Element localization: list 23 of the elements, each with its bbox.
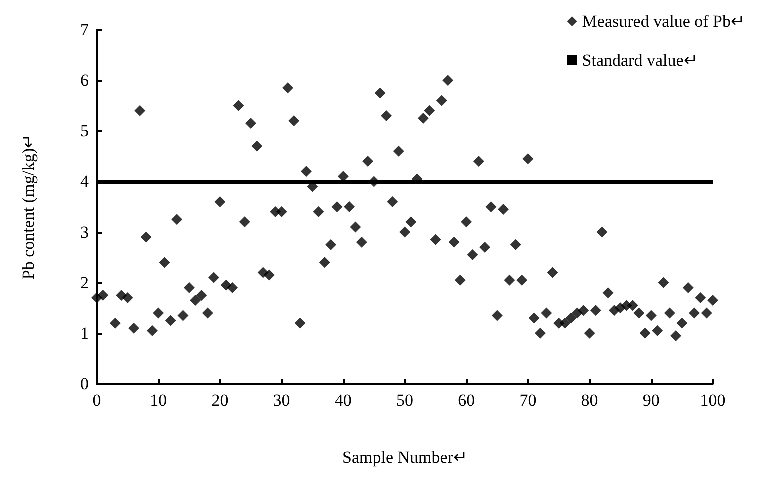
x-axis-title: Sample Number↵ (342, 448, 468, 467)
y-axis-title: Pb content (mg/kg)↵ (19, 134, 38, 280)
legend-label: Measured value of Pb↵ (582, 12, 746, 31)
x-tick-label: 40 (334, 391, 352, 410)
x-tick-label: 20 (212, 391, 229, 410)
x-tick-label: 60 (458, 391, 476, 410)
y-tick-label: 5 (80, 122, 89, 141)
x-tick-label: 70 (520, 391, 537, 410)
y-tick-label: 0 (80, 374, 89, 394)
x-tick-label: 80 (581, 391, 598, 410)
x-tick-label: 10 (150, 391, 168, 410)
y-tick-label: 7 (80, 20, 90, 40)
y-tick-label: 3 (80, 222, 89, 242)
y-tick-label: 2 (80, 273, 89, 292)
legend-label: Standard value↵ (582, 51, 698, 70)
y-tick-label: 6 (80, 71, 89, 90)
y-tick-label: 1 (80, 324, 89, 343)
x-tick-label: 100 (700, 391, 726, 410)
x-tick-label: 50 (396, 391, 414, 410)
x-tick-label: 30 (273, 391, 290, 410)
x-tick-label: 0 (92, 391, 102, 410)
x-tick-label: 90 (642, 391, 660, 410)
y-tick-label: 4 (80, 172, 90, 192)
